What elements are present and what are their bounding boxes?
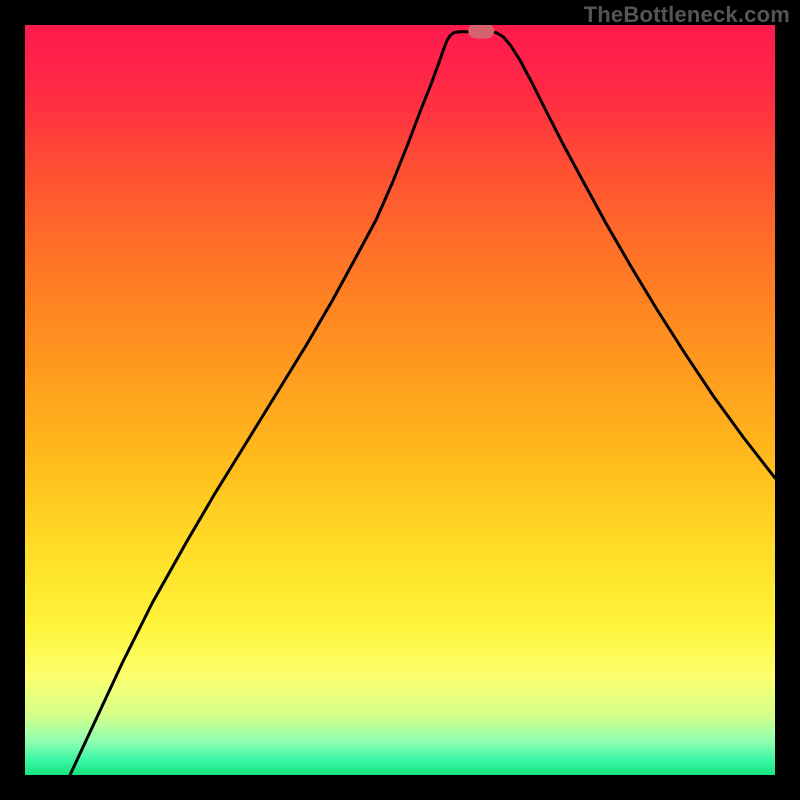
watermark-text: TheBottleneck.com bbox=[584, 2, 790, 28]
bottleneck-curve bbox=[25, 25, 775, 775]
plot-area bbox=[25, 25, 775, 775]
chart-frame: TheBottleneck.com bbox=[0, 0, 800, 800]
optimum-marker bbox=[468, 25, 494, 39]
